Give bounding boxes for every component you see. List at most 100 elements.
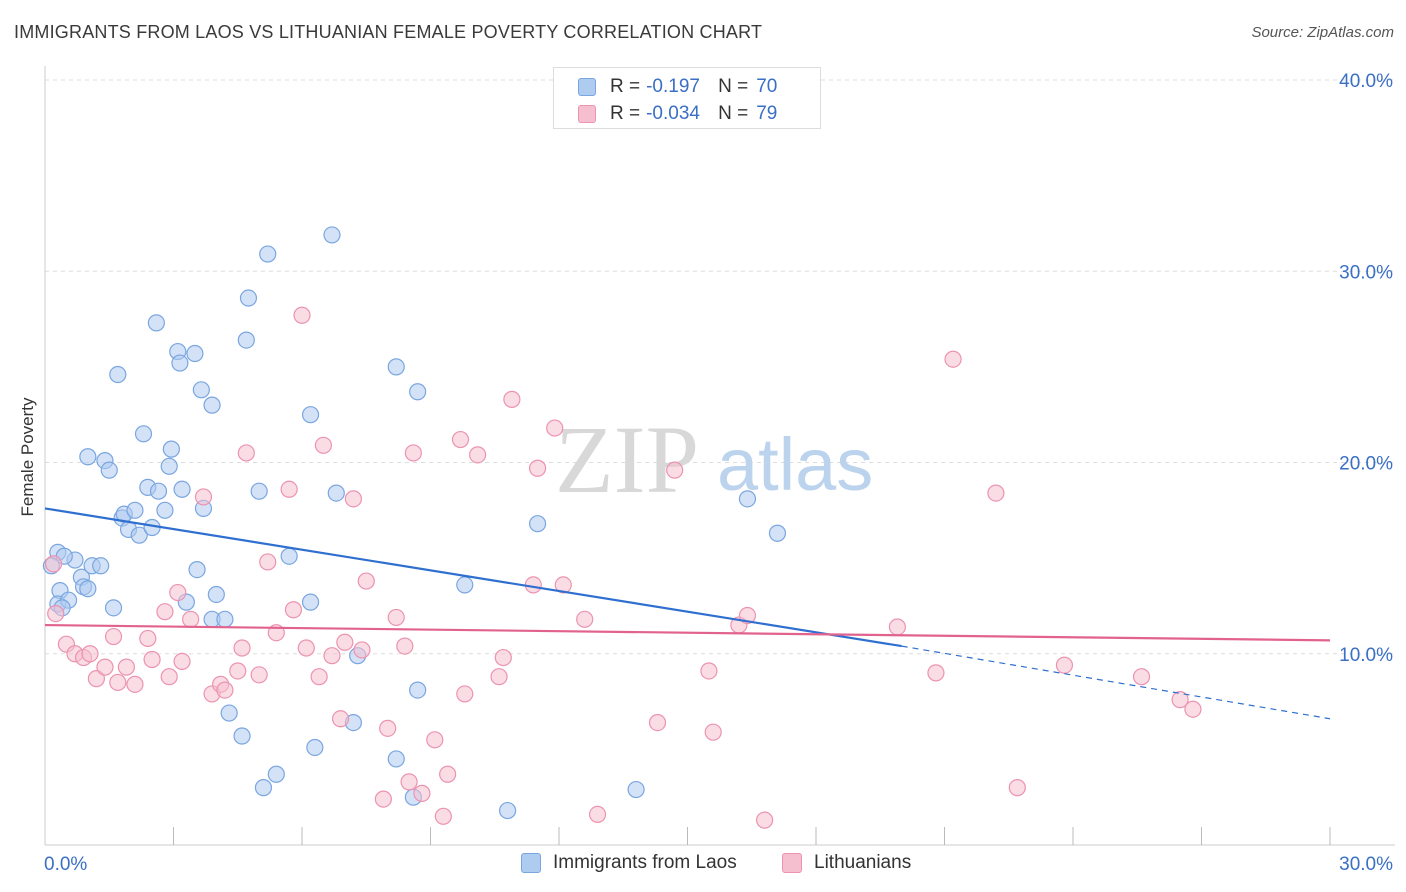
data-point (301, 593, 320, 611)
data-point (96, 658, 114, 676)
data-point (233, 639, 251, 657)
data-point (738, 606, 757, 625)
correlation-legend: R = -0.197 N = 70 R = -0.034 N = 79 (553, 67, 821, 129)
data-point (160, 457, 178, 475)
data-point (203, 396, 221, 414)
data-point (379, 719, 397, 737)
data-point (409, 383, 427, 401)
data-point (126, 675, 144, 693)
data-point (648, 713, 667, 732)
data-point (666, 461, 684, 479)
data-point (207, 585, 225, 604)
legend-r-value: -0.197 (646, 76, 700, 97)
data-point (494, 648, 512, 667)
legend-n-value: 79 (756, 103, 778, 124)
legend-swatch-blue (578, 78, 596, 96)
data-point (79, 580, 97, 598)
data-point (237, 331, 255, 349)
data-point (323, 226, 341, 244)
trend-line-laos-extension (901, 645, 1331, 720)
legend-item-lithuanians[interactable]: Lithuanians (782, 852, 911, 874)
data-point (280, 547, 298, 565)
data-point (314, 436, 333, 454)
data-point (233, 727, 251, 745)
legend-label-lithuanians: Lithuanians (814, 852, 912, 873)
data-point (280, 480, 298, 498)
data-point (987, 484, 1005, 502)
data-point (528, 459, 547, 477)
data-point (404, 444, 422, 462)
data-point (755, 811, 774, 829)
data-point (456, 685, 474, 703)
watermark: ZIP atlas (555, 406, 873, 513)
data-point (267, 765, 285, 783)
data-point (162, 440, 180, 458)
data-point (546, 419, 564, 437)
data-point (297, 639, 315, 657)
data-point (81, 645, 99, 663)
data-point (79, 448, 97, 466)
data-point (109, 365, 127, 384)
data-point (104, 599, 123, 617)
data-point (426, 731, 444, 749)
data-point (327, 484, 345, 502)
data-point (293, 306, 311, 324)
data-point (173, 652, 191, 671)
trend-lines (44, 507, 1331, 720)
data-point (1055, 656, 1074, 674)
data-point (284, 601, 303, 619)
data-point (323, 647, 341, 665)
data-point (451, 430, 470, 449)
data-point (250, 482, 268, 500)
data-point (387, 358, 405, 376)
data-point (1171, 691, 1189, 709)
data-point (126, 501, 144, 519)
gridlines (45, 79, 1395, 655)
axes (44, 66, 1395, 846)
trend-line-laos (44, 507, 902, 648)
y-tick-label: 40.0% (1339, 71, 1393, 92)
data-point (387, 750, 405, 768)
watermark-zip: ZIP (555, 406, 699, 513)
data-point (169, 583, 187, 602)
data-point (192, 381, 210, 399)
legend-r-label: R = (610, 103, 641, 124)
data-point (456, 576, 474, 594)
legend-row-laos: R = -0.197 N = 70 (578, 75, 777, 99)
legend-item-laos[interactable]: Immigrants from Laos (521, 852, 737, 874)
trend-line-lithuanians (44, 623, 1331, 642)
y-axis-label: Female Poverty (18, 397, 37, 517)
data-point (627, 780, 645, 799)
data-point (47, 604, 65, 623)
legend-r-label: R = (610, 76, 641, 97)
data-point (528, 515, 547, 533)
data-point (160, 668, 178, 686)
y-tick-label: 20.0% (1339, 454, 1393, 475)
data-point (503, 390, 521, 408)
data-point (229, 662, 247, 680)
data-point (588, 805, 607, 824)
data-point (301, 406, 320, 424)
data-point (237, 444, 255, 462)
data-point (254, 779, 273, 797)
legend-r-value: -0.034 (646, 103, 700, 124)
data-point (194, 488, 213, 506)
data-point (357, 572, 375, 590)
data-point (1132, 668, 1151, 686)
data-point (216, 610, 234, 628)
data-point (331, 710, 350, 728)
data-point (139, 629, 157, 648)
data-point (374, 790, 392, 808)
data-point (188, 560, 206, 579)
y-tick-label: 30.0% (1339, 262, 1393, 283)
data-point (704, 723, 722, 741)
x-tick-label: 30.0% (1339, 854, 1393, 875)
data-point (927, 664, 945, 682)
legend-n-value: 70 (756, 76, 778, 97)
tick-labels: 10.0% 20.0% 30.0% 40.0% 0.0% 30.0% (44, 71, 1393, 875)
data-point (396, 637, 414, 655)
legend-n-label: N = (718, 76, 749, 97)
data-point (104, 627, 123, 646)
data-point (353, 641, 371, 659)
